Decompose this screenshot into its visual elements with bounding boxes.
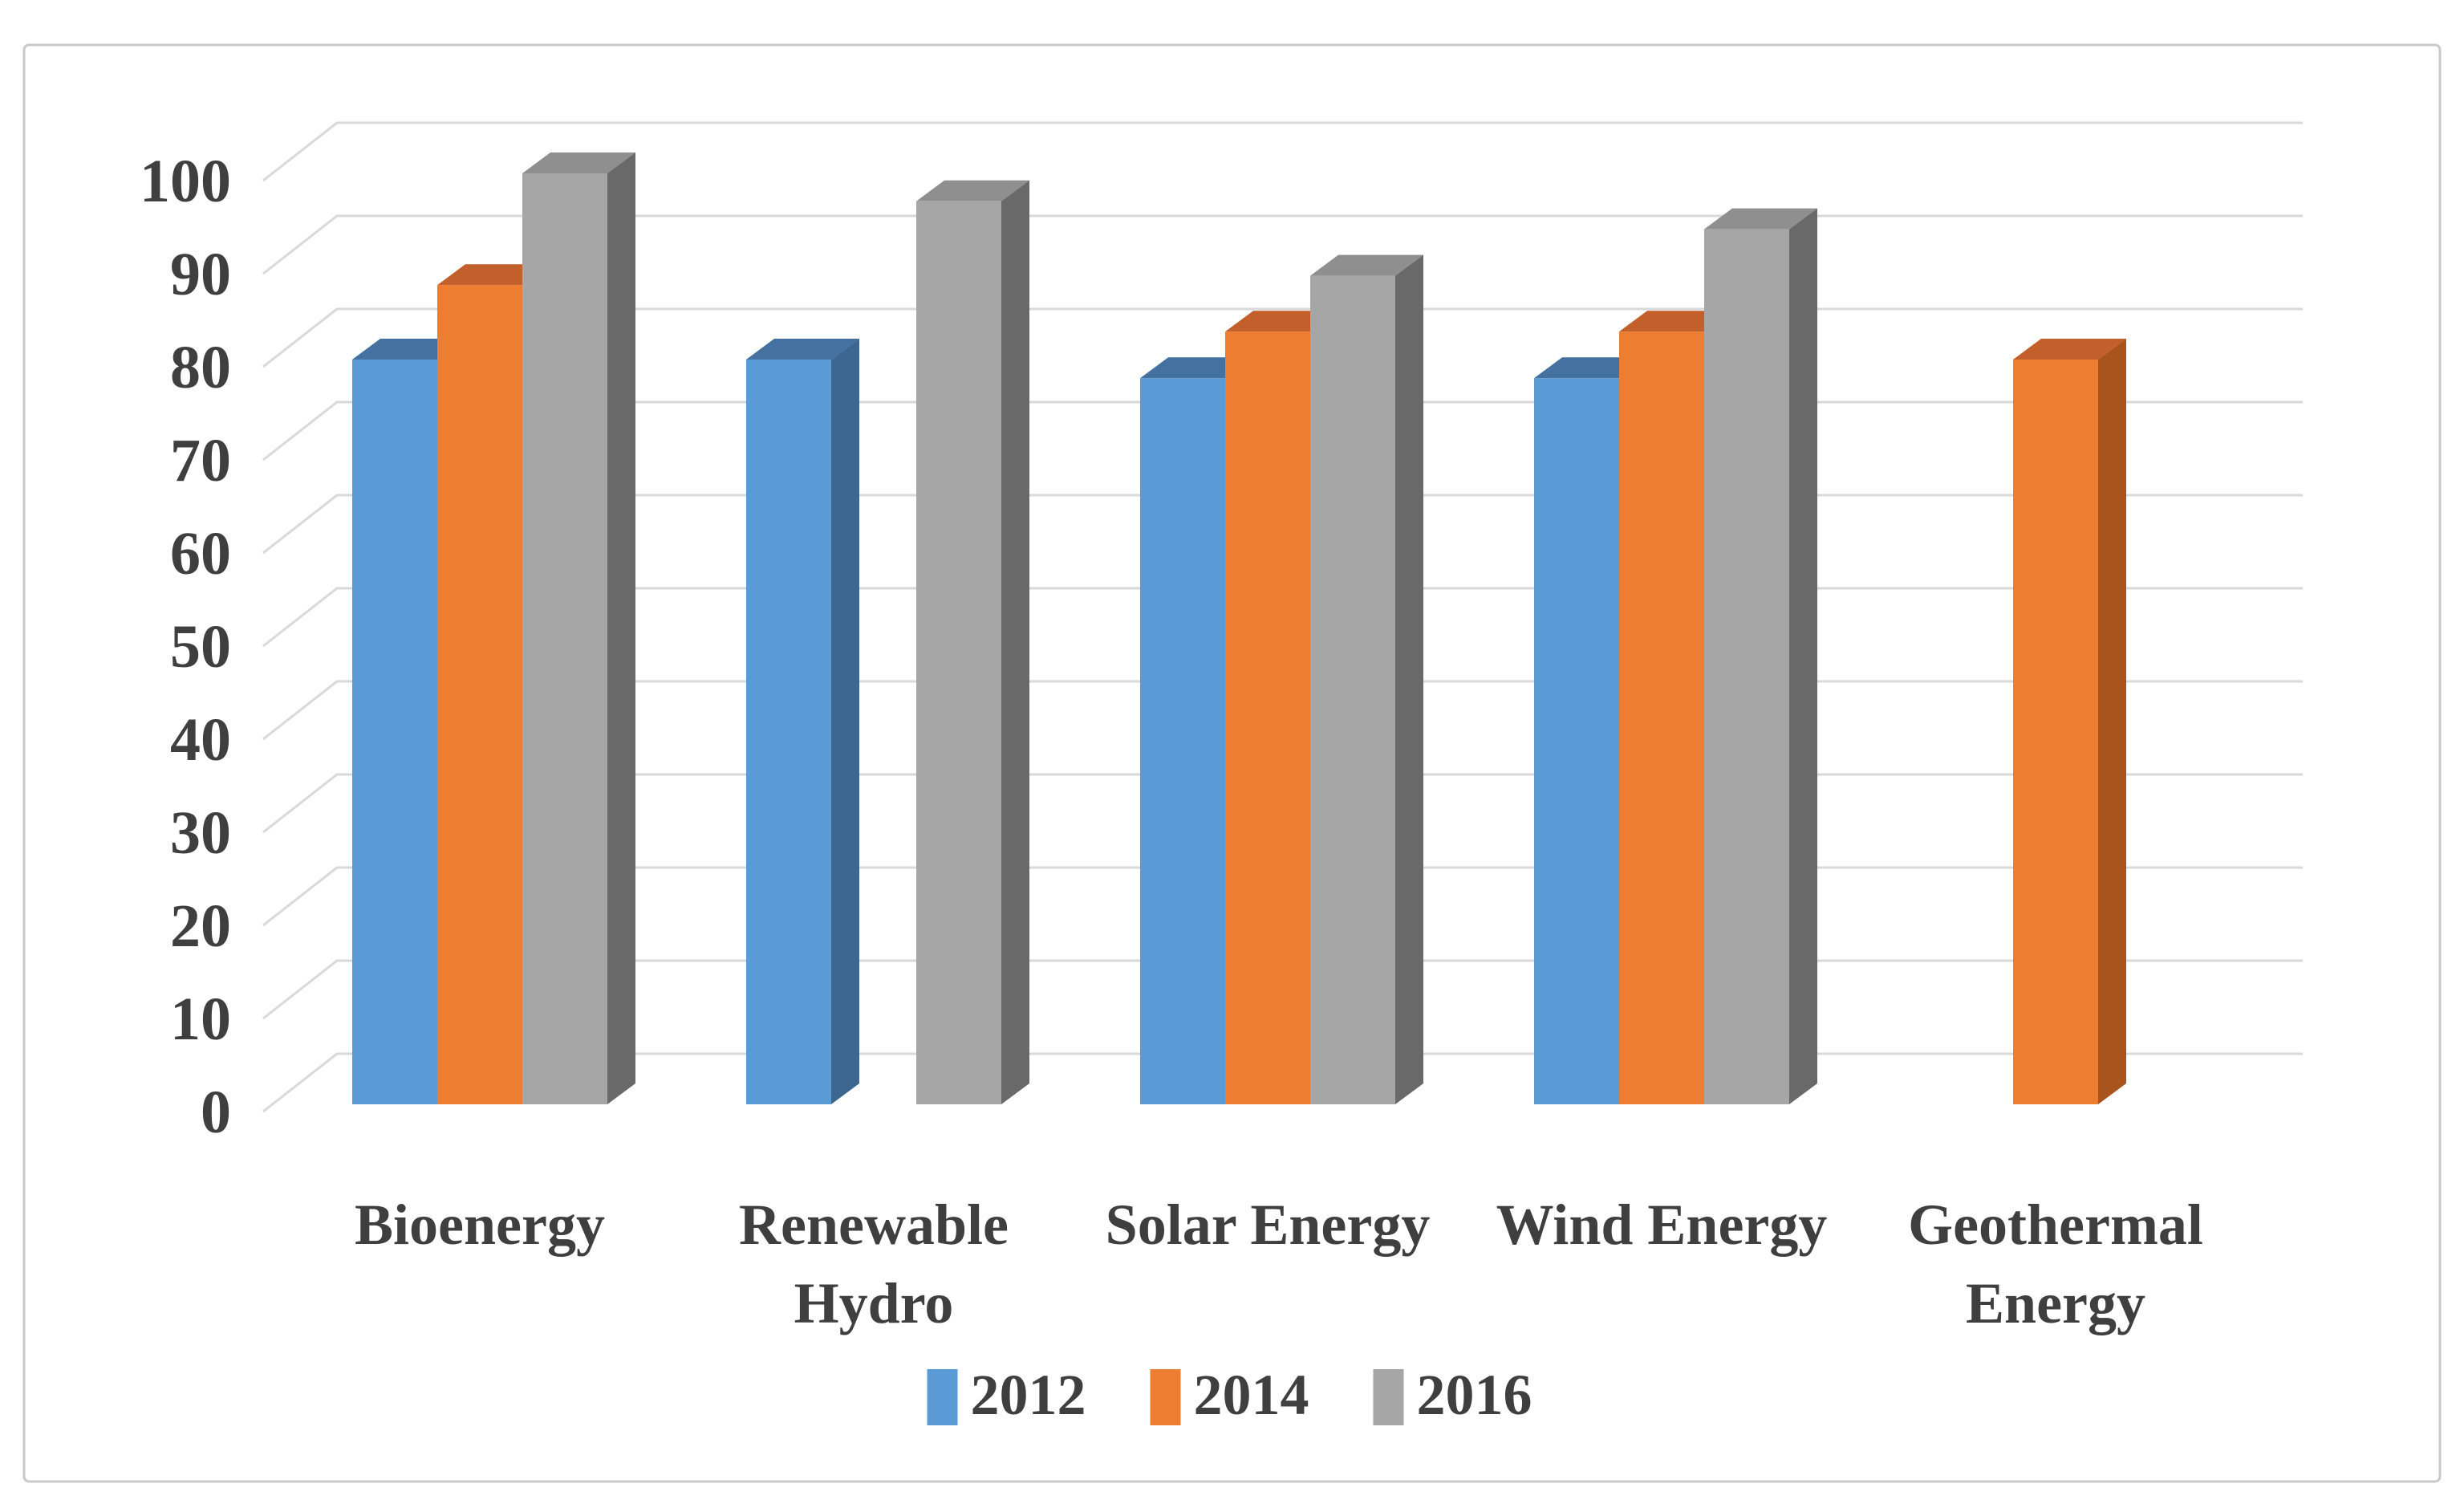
legend-swatch-2014 — [1150, 1369, 1181, 1425]
back-wall-gridline — [262, 214, 2303, 275]
bar-geothermal-energy-2014 — [2013, 360, 2098, 1104]
y-axis-tick-label: 100 — [140, 148, 231, 215]
legend-item-2014: 2014 — [1150, 1363, 1309, 1427]
bar-top-solar-energy-2014 — [1225, 311, 1338, 332]
y-axis-tick-label: 60 — [170, 520, 231, 587]
y-axis-tick-label: 80 — [170, 334, 231, 401]
y-axis-tick-label: 20 — [170, 892, 231, 960]
bar-bioenergy-2016 — [522, 173, 607, 1104]
legend-label: 2016 — [1417, 1363, 1532, 1427]
bar-wind-energy-2014 — [1619, 331, 1704, 1104]
bar-side-solar-energy-2016 — [1395, 254, 1423, 1105]
figure-border — [22, 43, 2442, 1483]
bar-solar-energy-2012 — [1140, 378, 1225, 1104]
bar-bioenergy-2012 — [352, 360, 437, 1104]
category-label: Bioenergy — [355, 1193, 605, 1257]
bar-side-renewable-hydro-2016 — [1001, 180, 1029, 1104]
bar-renewable-hydro-2016 — [916, 201, 1001, 1104]
bar-side-geothermal-energy-2014 — [2098, 339, 2126, 1104]
bar-top-renewable-hydro-2016 — [916, 180, 1029, 201]
bar-top-wind-energy-2014 — [1619, 311, 1732, 332]
category-label: Geothermal Energy — [1908, 1193, 2203, 1335]
bar-top-wind-energy-2012 — [1534, 357, 1647, 379]
bar-wind-energy-2012 — [1534, 378, 1619, 1104]
bar-top-bioenergy-2016 — [522, 152, 635, 173]
y-axis-tick-label: 30 — [170, 799, 231, 867]
bar-solar-energy-2014 — [1225, 331, 1310, 1104]
bar-top-renewable-hydro-2012 — [746, 339, 859, 360]
y-axis-tick-label: 40 — [170, 706, 231, 774]
bar-top-solar-energy-2016 — [1310, 254, 1423, 276]
y-axis-tick-label: 10 — [170, 986, 231, 1053]
legend-swatch-2016 — [1373, 1369, 1404, 1425]
bar-side-renewable-hydro-2012 — [831, 339, 859, 1104]
category-label: Solar Energy — [1106, 1193, 1431, 1257]
legend-item-2016: 2016 — [1373, 1363, 1532, 1427]
legend-swatch-2012 — [927, 1369, 958, 1425]
bar-top-bioenergy-2012 — [352, 339, 465, 360]
back-wall-gridline — [262, 307, 2303, 368]
bar-top-wind-energy-2016 — [1704, 208, 1817, 230]
category-label: Wind Energy — [1496, 1193, 1828, 1257]
bar-top-geothermal-energy-2014 — [2013, 339, 2126, 360]
bar-side-bioenergy-2016 — [607, 152, 635, 1104]
y-axis-tick-label: 0 — [201, 1079, 231, 1146]
y-axis-tick-label: 50 — [170, 613, 231, 681]
bar-top-bioenergy-2014 — [437, 264, 550, 286]
bar-top-solar-energy-2012 — [1140, 357, 1253, 379]
bar-wind-energy-2016 — [1704, 229, 1789, 1105]
legend-item-2012: 2012 — [927, 1363, 1086, 1427]
back-wall-gridline — [262, 121, 2303, 182]
bar-solar-energy-2016 — [1310, 275, 1395, 1105]
bar-bioenergy-2014 — [437, 285, 522, 1104]
y-axis-tick-label: 70 — [170, 427, 231, 494]
legend-label: 2014 — [1194, 1363, 1309, 1427]
y-axis-tick-label: 90 — [170, 241, 231, 308]
bar-renewable-hydro-2012 — [746, 360, 831, 1104]
bar-side-wind-energy-2016 — [1789, 208, 1817, 1105]
category-label: Renewable Hydro — [739, 1193, 1009, 1335]
legend-label: 2012 — [971, 1363, 1086, 1427]
